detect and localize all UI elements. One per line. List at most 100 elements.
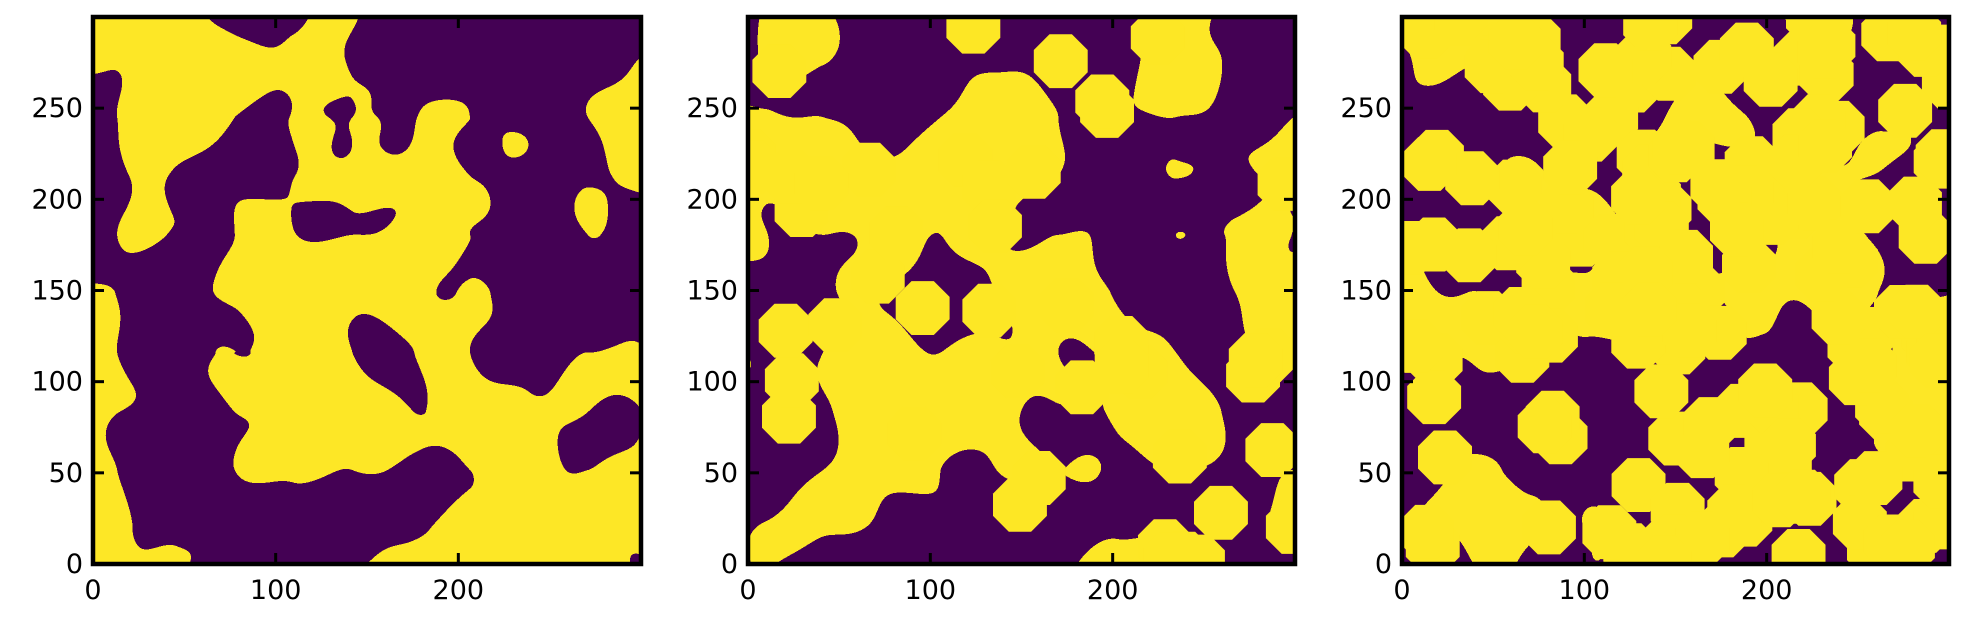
inserted-disk: [1890, 404, 1945, 458]
x-tick-label: 0: [84, 575, 101, 606]
inserted-disk: [887, 406, 942, 461]
x-tick-label: 0: [739, 575, 756, 606]
inserted-disk: [1719, 22, 1774, 77]
y-tick-label: 0: [66, 549, 83, 580]
inserted-disk: [1889, 284, 1944, 339]
inserted-disk: [1878, 83, 1933, 138]
x-tick-label: 0: [1393, 575, 1410, 606]
inserted-disk: [1887, 17, 1942, 61]
panel-3: 0 100 200 0 50 100 150 200 250: [1340, 14, 1952, 606]
y-tick-label: 250: [686, 93, 738, 124]
inserted-disk: [1622, 282, 1677, 337]
inserted-disk: [1402, 137, 1457, 191]
y-tick-label: 250: [1340, 93, 1392, 124]
inserted-disk: [1039, 278, 1094, 333]
y-tick-label: 200: [31, 184, 83, 215]
inserted-disk: [764, 353, 819, 408]
inserted-disk: [1257, 157, 1295, 211]
y-tick-label: 0: [1375, 549, 1392, 580]
inserted-disk: [1797, 25, 1852, 79]
inserted-disk: [1611, 170, 1665, 225]
inserted-disk: [1798, 119, 1852, 173]
inserted-disk: [1407, 370, 1462, 425]
y-tick-label: 100: [1340, 367, 1392, 398]
x-tick-label: 100: [250, 575, 302, 606]
inserted-disk: [1578, 43, 1633, 98]
inserted-disk: [1194, 485, 1248, 540]
inserted-disk: [1787, 176, 1842, 231]
inserted-disk: [1522, 500, 1576, 555]
inserted-disk: [1710, 202, 1764, 257]
inserted-disk: [1811, 290, 1866, 345]
y-tick-label: 100: [686, 367, 738, 398]
inserted-disk: [1881, 519, 1935, 564]
inserted-disk: [1442, 228, 1497, 283]
inserted-disk: [1265, 500, 1295, 554]
panel-2: 0 100 200 0 50 100 150 200 250: [686, 14, 1298, 606]
inserted-disk: [1915, 129, 1949, 184]
inserted-disk: [1445, 151, 1500, 206]
inserted-disk: [758, 303, 813, 358]
y-tick-label: 150: [31, 276, 83, 307]
inserted-disk: [1418, 430, 1472, 485]
inserted-disk: [1738, 363, 1793, 418]
y-tick-label: 50: [1358, 458, 1392, 489]
inserted-disk: [1498, 201, 1553, 256]
inserted-disk: [1054, 360, 1109, 415]
plot-area-3: [1402, 17, 1949, 564]
phase-1-blobs: [93, 17, 641, 564]
inserted-disk: [962, 283, 1017, 338]
y-tick-label: 0: [721, 549, 738, 580]
plot-area-2: [748, 17, 1295, 564]
inserted-disk: [1033, 34, 1088, 89]
inserted-disk: [1402, 319, 1443, 373]
inserted-disk: [1909, 333, 1949, 388]
inserted-disk: [968, 199, 1022, 254]
x-tick-label: 200: [1087, 575, 1139, 606]
y-tick-label: 200: [686, 184, 738, 215]
x-tick-label: 100: [905, 575, 957, 606]
inserted-disk: [1776, 469, 1831, 524]
inserted-disk: [1006, 144, 1061, 199]
inserted-disk: [1152, 429, 1207, 484]
inserted-disk: [1509, 304, 1563, 359]
inserted-disk: [1130, 17, 1185, 65]
inserted-disk: [1812, 219, 1867, 274]
inserted-disk: [1143, 532, 1197, 564]
inserted-disk: [1228, 333, 1283, 388]
inserted-disk: [1543, 140, 1598, 195]
inserted-disk: [1488, 17, 1543, 70]
inserted-disk: [1487, 159, 1542, 214]
inserted-disk: [850, 249, 905, 304]
inserted-disk: [752, 44, 807, 98]
inserted-disk: [1848, 451, 1903, 505]
inserted-disk: [1634, 364, 1689, 419]
inserted-disk: [990, 344, 1045, 399]
inserted-disk: [1888, 176, 1942, 231]
inserted-disk: [794, 156, 849, 211]
inserted-disk: [1402, 504, 1454, 559]
inserted-disk: [808, 298, 863, 353]
inserted-disk: [869, 206, 924, 260]
inserted-disk: [1842, 338, 1897, 393]
inserted-disk: [1637, 535, 1692, 564]
inserted-disk: [1245, 423, 1295, 477]
inserted-disk: [1582, 505, 1637, 560]
x-tick-label: 100: [1559, 575, 1611, 606]
x-tick-label: 200: [433, 575, 485, 606]
inserted-disk: [1623, 17, 1678, 51]
inserted-disk: [1840, 179, 1895, 234]
inserted-disk: [1690, 159, 1745, 214]
inserted-disk: [841, 142, 896, 197]
inserted-disk: [1075, 74, 1130, 129]
y-tick-label: 150: [1340, 276, 1392, 307]
y-tick-label: 100: [31, 367, 83, 398]
inserted-disk: [1517, 399, 1572, 454]
y-tick-label: 250: [31, 93, 83, 124]
y-tick-label: 150: [686, 276, 738, 307]
inserted-disk: [1762, 418, 1816, 473]
y-tick-label: 50: [49, 458, 83, 489]
inserted-disk: [1771, 529, 1826, 564]
x-tick-label: 200: [1741, 575, 1793, 606]
